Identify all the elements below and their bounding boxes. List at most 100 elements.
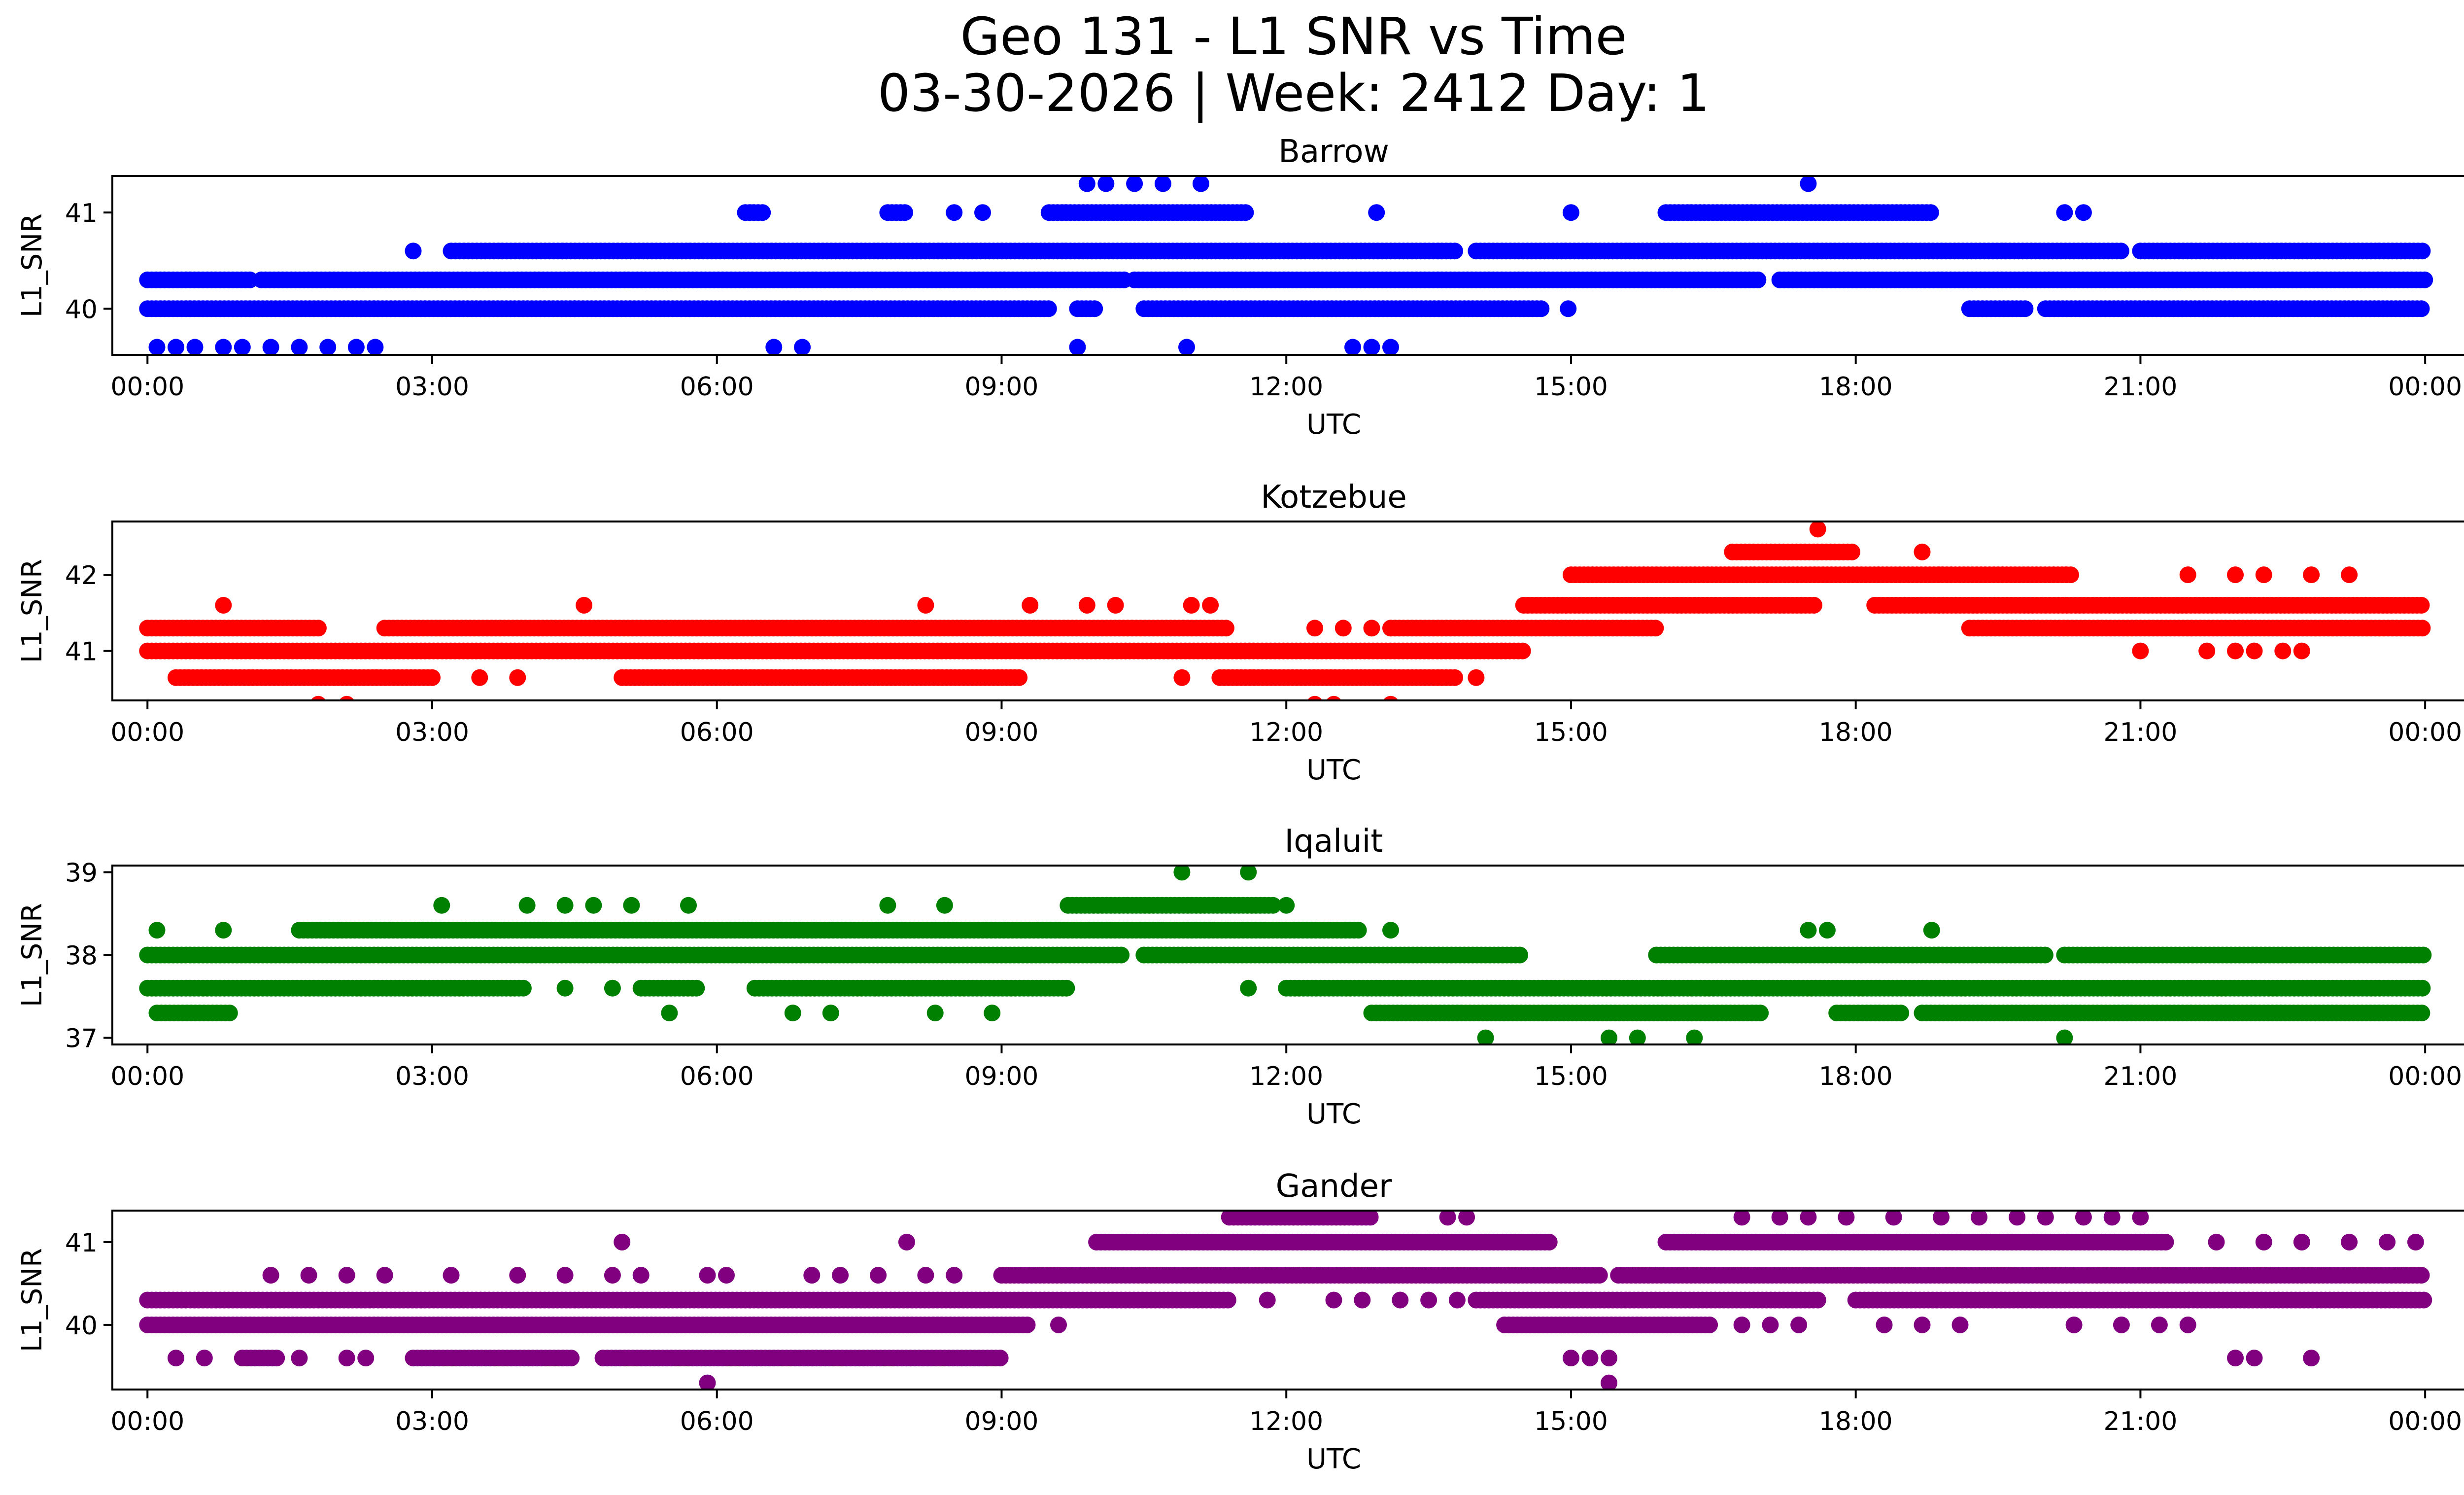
- point-band: [746, 979, 1075, 997]
- x-tick-label: 15:00: [1534, 718, 1608, 747]
- point-band: [1135, 946, 1528, 964]
- data-point: [1344, 339, 1361, 355]
- point-band: [566, 300, 1057, 317]
- data-point: [1265, 897, 1282, 914]
- point-band: [1211, 669, 1463, 686]
- x-tick-label: 12:00: [1249, 718, 1323, 747]
- data-point: [1178, 339, 1195, 355]
- data-point: [974, 204, 991, 221]
- data-point: [1350, 922, 1367, 939]
- data-point: [822, 1005, 839, 1022]
- data-point: [623, 897, 640, 914]
- data-point: [1335, 620, 1352, 637]
- point-band: [1914, 1005, 2430, 1022]
- data-point: [1560, 300, 1577, 317]
- data-point: [347, 339, 365, 355]
- y-tick-label: 39: [65, 858, 98, 888]
- data-point: [1533, 300, 1550, 317]
- panel-title: Gander: [1276, 1168, 1392, 1205]
- point-band: [1126, 271, 1767, 288]
- data-point: [1278, 897, 1295, 914]
- data-point: [794, 339, 811, 355]
- point-band: [1724, 543, 1860, 560]
- x-tick-label: 06:00: [680, 1062, 754, 1091]
- data-point: [168, 339, 184, 355]
- data-point: [424, 669, 441, 686]
- data-point: [2416, 271, 2433, 288]
- data-point: [1306, 620, 1323, 637]
- x-tick-label: 03:00: [395, 1062, 469, 1091]
- point-band: [148, 1005, 238, 1022]
- data-point: [1477, 1029, 1494, 1044]
- y-tick-label: 41: [65, 637, 98, 667]
- data-point: [509, 669, 526, 686]
- data-point: [234, 339, 251, 355]
- data-point: [2198, 642, 2216, 660]
- axes-frame: [111, 175, 2464, 356]
- data-point: [1154, 176, 1171, 192]
- data-point: [896, 204, 913, 221]
- data-point: [765, 339, 783, 355]
- x-tick-label: 15:00: [1534, 1062, 1608, 1091]
- data-point: [556, 897, 574, 914]
- data-point: [1173, 866, 1191, 881]
- data-point: [1800, 922, 1817, 939]
- data-point: [1601, 1029, 1617, 1044]
- data-point: [1086, 300, 1103, 317]
- point-band: [139, 271, 259, 288]
- x-tick-label: 12:00: [1249, 372, 1323, 402]
- x-tick-label: 09:00: [965, 718, 1039, 747]
- data-point: [2036, 946, 2053, 964]
- data-point: [2227, 566, 2244, 584]
- point-band: [168, 669, 441, 686]
- x-tick-label: 00:00: [110, 718, 184, 747]
- point-band: [405, 243, 422, 260]
- point-band: [1278, 979, 2431, 997]
- x-tick-label: 03:00: [395, 718, 469, 747]
- data-point: [1446, 669, 1463, 686]
- data-point: [310, 695, 326, 700]
- data-point: [1562, 204, 1579, 221]
- point-band: [1468, 243, 2129, 260]
- data-point: [1806, 596, 1822, 614]
- data-point: [2227, 642, 2244, 660]
- data-point: [1752, 1005, 1769, 1022]
- data-point: [2246, 642, 2263, 660]
- data-point: [1113, 946, 1130, 964]
- point-band: [139, 1291, 1236, 1309]
- data-point: [661, 1005, 678, 1022]
- data-point: [262, 339, 279, 355]
- point-band: [1961, 300, 2034, 317]
- figure-title-line-2: 03-30-2026 | Week: 2412 Day: 1: [878, 63, 1710, 123]
- y-axis-label: L1_SNR: [16, 213, 48, 317]
- data-point: [1368, 204, 1385, 221]
- point-band: [1828, 1005, 1910, 1022]
- data-point: [2414, 979, 2431, 997]
- x-tick-label: 06:00: [680, 372, 754, 402]
- point-band: [1961, 620, 2431, 637]
- data-point: [563, 1350, 580, 1367]
- data-point: [1237, 204, 1254, 221]
- data-point: [2075, 204, 2092, 221]
- data-point: [215, 922, 232, 939]
- y-tick-label: 40: [65, 295, 98, 324]
- data-point: [2413, 300, 2430, 317]
- data-point: [2413, 1005, 2430, 1022]
- data-point: [2062, 566, 2079, 584]
- point-band: [737, 204, 771, 221]
- x-tick-label: 18:00: [1819, 372, 1893, 402]
- point-band: [376, 620, 1234, 637]
- point-band: [1866, 596, 2430, 614]
- data-point: [268, 1350, 285, 1367]
- data-point: [1922, 204, 1939, 221]
- panel-title: Kotzebue: [1261, 479, 1407, 516]
- point-band: [1496, 1316, 1718, 1333]
- data-point: [1686, 1029, 1703, 1044]
- axes-frame: [111, 521, 2464, 701]
- data-point: [556, 979, 574, 997]
- data-point: [917, 596, 934, 614]
